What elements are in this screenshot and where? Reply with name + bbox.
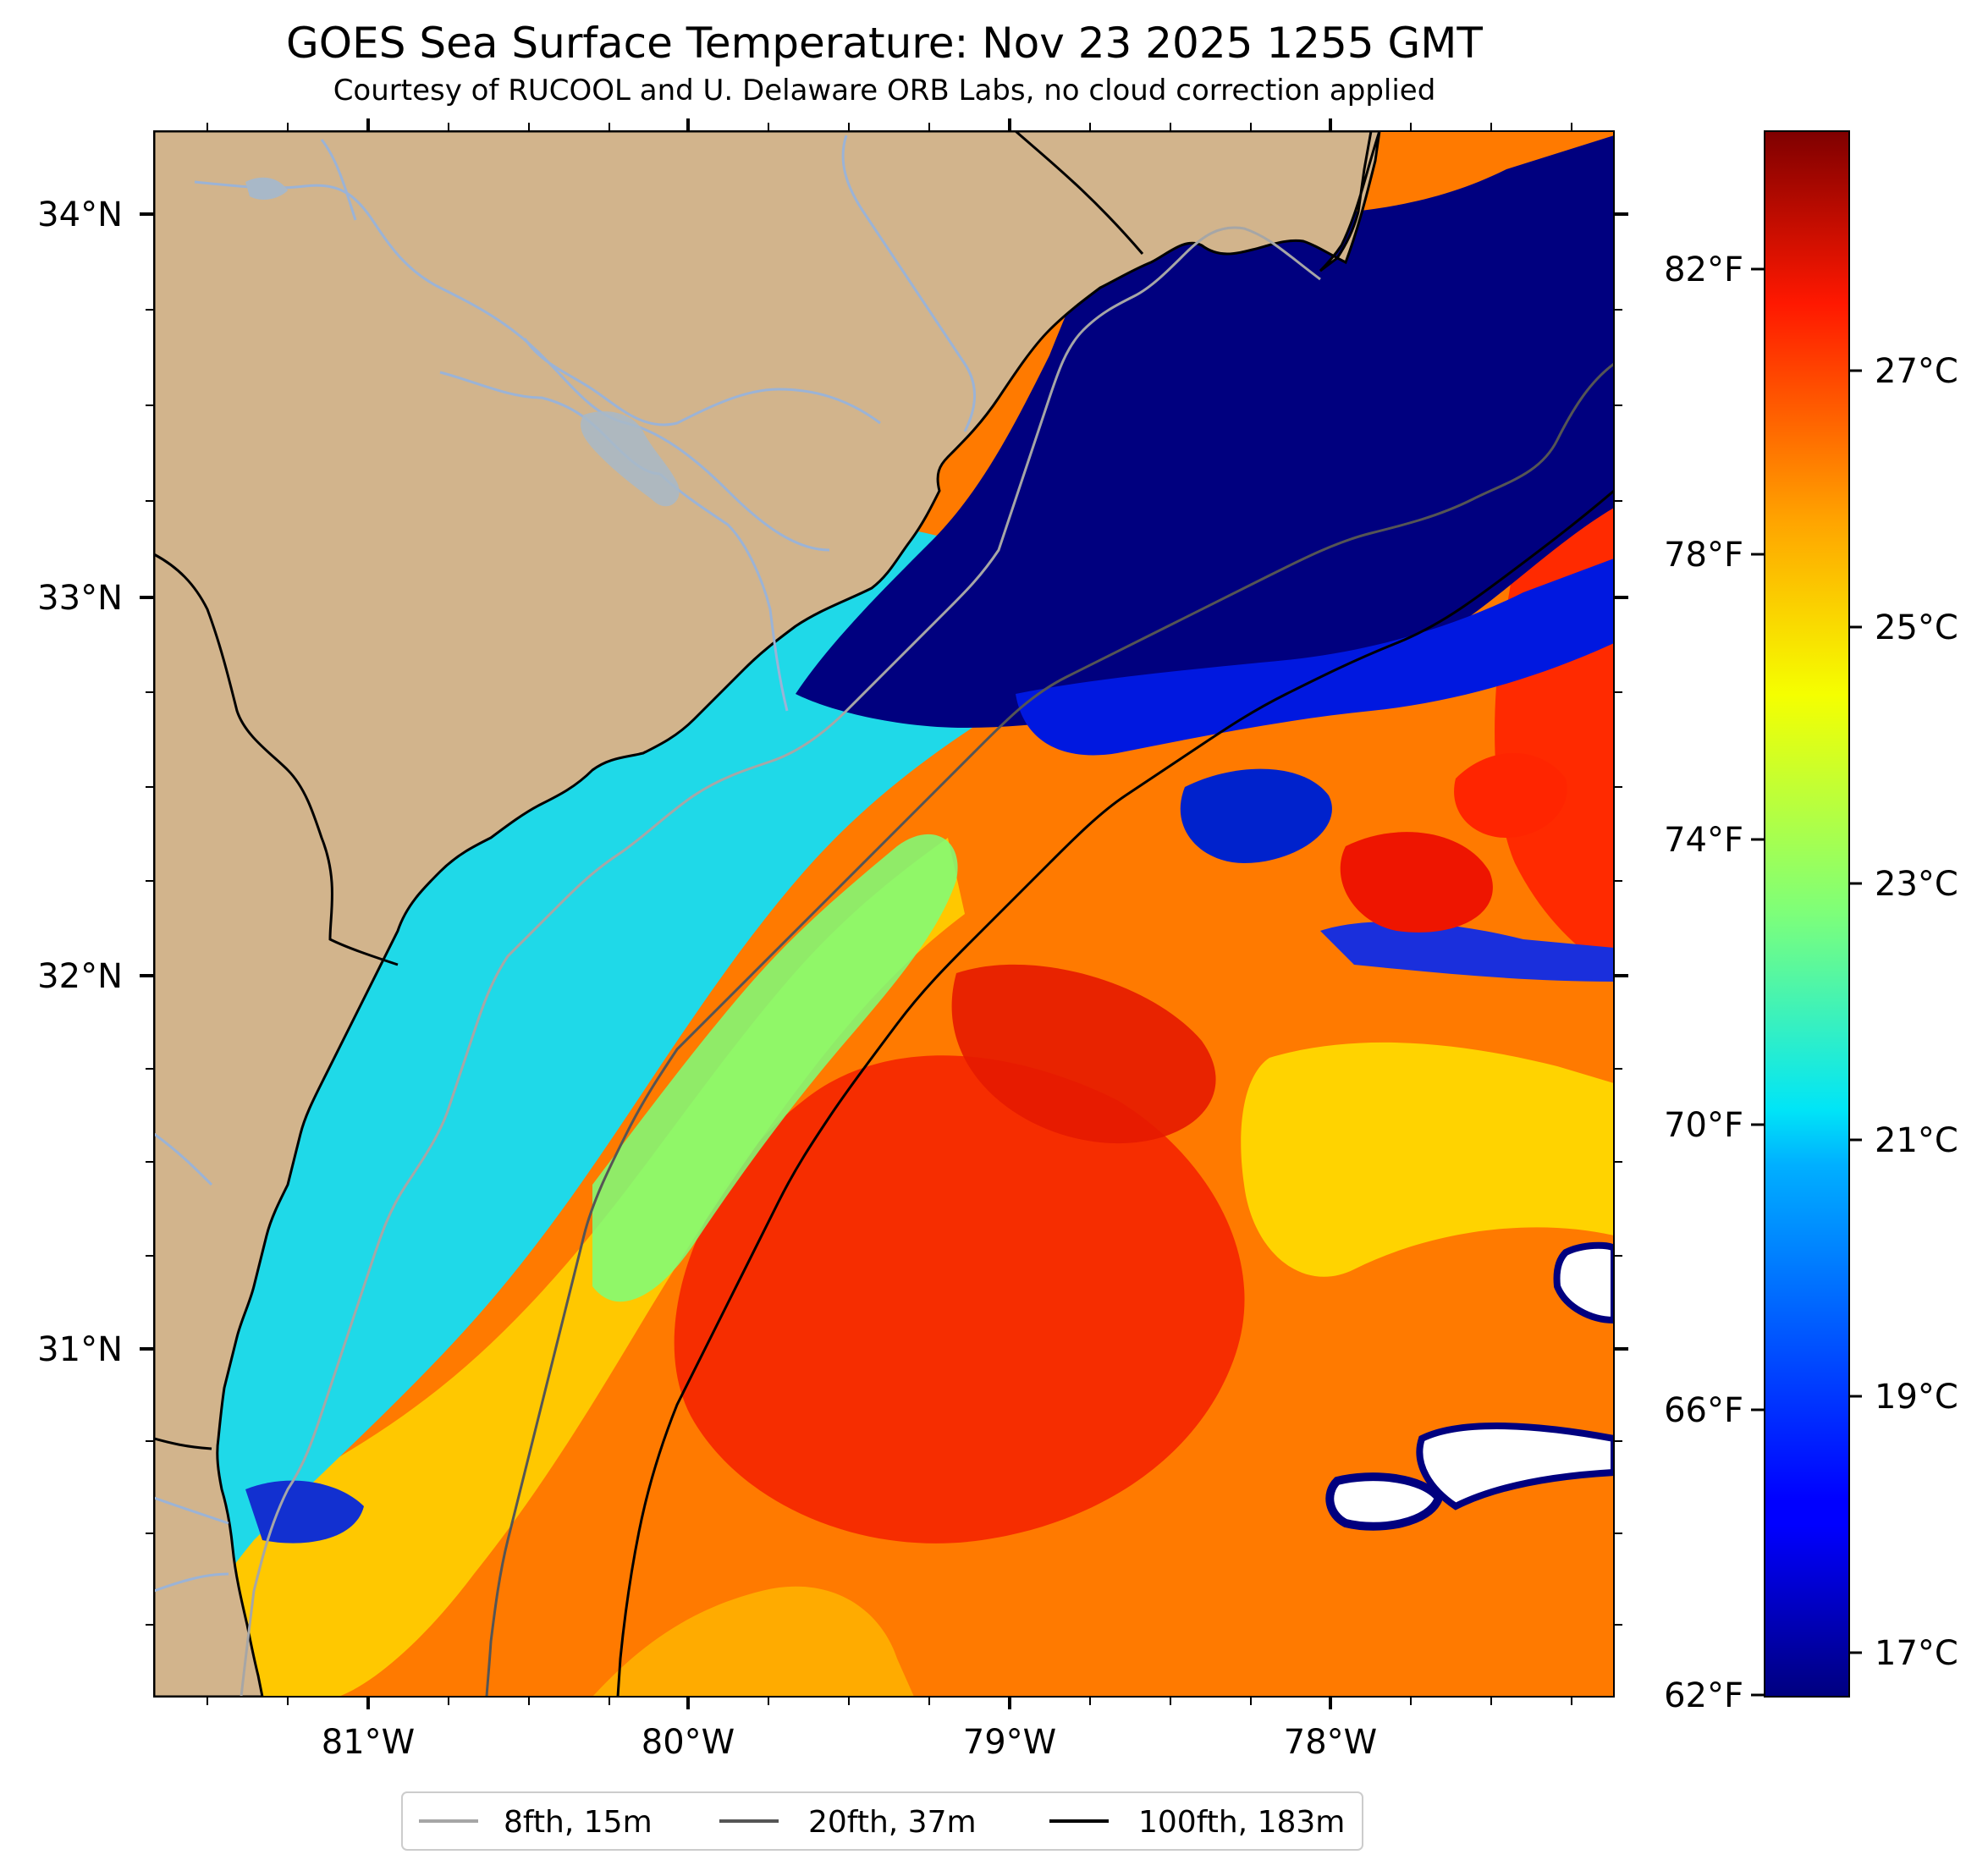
sst-warm-spot-2 [1454,753,1567,838]
celsius-tick-label: 21°C [1875,1121,1958,1160]
lat-tick-label: 31°N [37,1330,123,1369]
legend-label-100fth: 100fth, 183m [1138,1805,1345,1840]
sst-warm-core [674,1055,1245,1544]
sst-cold-patch-2 [245,1480,364,1544]
figure-title: GOES Sea Surface Temperature: Nov 23 202… [286,19,1483,68]
state-boundaries [154,131,1144,1450]
lon-tick-label: 79°W [963,1723,1056,1762]
lon-tick-label: 78°W [1284,1723,1377,1762]
celsius-axis: 27°C 25°C 23°C 21°C 19°C 17°C [1849,352,1958,1673]
map-panel [154,131,1614,1697]
lake-2 [245,177,288,200]
fahrenheit-tick-label: 66°F [1664,1391,1743,1430]
fahrenheit-tick-label: 70°F [1664,1106,1743,1145]
isobath-legend: 8fth, 15m 20fth, 37m 100fth, 183m [401,1791,1363,1851]
sst-warm-core-2 [951,964,1216,1144]
isobath-20fth [485,362,1614,1697]
axis-minor-ticks [146,123,1622,1705]
sst-shelf-green [592,834,958,1302]
land-mass [154,131,1381,1697]
isobath-100fth [616,489,1614,1697]
celsius-tick-label: 27°C [1875,352,1958,391]
sst-cold-north [796,135,1614,728]
legend-box [401,1791,1363,1851]
fahrenheit-axis: 82°F 78°F 74°F 70°F 66°F 62°F [1664,250,1764,1715]
lake [581,411,680,507]
celsius-tick-label: 19°C [1875,1378,1958,1417]
sst-cold-eddy [1180,768,1332,863]
cloud-gap-1 [1416,1423,1614,1511]
lon-tick-label: 81°W [322,1723,415,1762]
axis-ticks [140,118,1628,1709]
celsius-tick-label: 25°C [1875,608,1958,647]
isobath-8fth [240,226,1321,1697]
fahrenheit-tick-label: 82°F [1664,250,1743,289]
colorbar [1764,130,1850,1698]
fahrenheit-tick-label: 74°F [1664,821,1743,860]
map-frame [153,130,1615,1698]
lat-tick-label: 34°N [37,195,123,234]
celsius-tick-label: 23°C [1875,865,1958,904]
cloud-gap-2 [1325,1472,1444,1531]
sst-yellow-south [592,1586,914,1697]
sst-warm-spot-1 [1340,832,1493,933]
lon-tick-label: 80°W [642,1723,735,1762]
sst-yellow-east [1241,1042,1614,1277]
sst-cold-patch-1 [1320,922,1614,982]
fahrenheit-tick-label: 78°F [1664,536,1743,575]
figure-subtitle: Courtesy of RUCOOL and U. Delaware ORB L… [333,74,1436,107]
cloud-gap-3 [1553,1241,1614,1324]
sst-cold-filaments [1016,559,1614,756]
legend-label-20fth: 20fth, 37m [808,1805,977,1840]
legend-label-8fth: 8fth, 15m [504,1805,653,1840]
isobaths [240,226,1614,1697]
celsius-tick-label: 17°C [1875,1634,1958,1673]
lat-tick-label: 33°N [37,579,123,618]
lat-tick-label: 32°N [37,957,123,996]
fahrenheit-tick-label: 62°F [1664,1676,1743,1715]
